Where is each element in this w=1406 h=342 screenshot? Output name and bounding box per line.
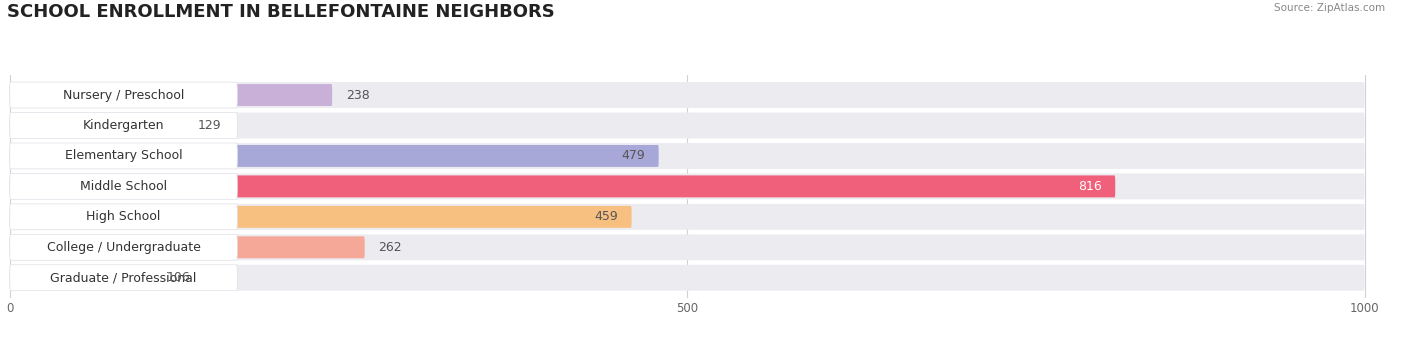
Text: Graduate / Professional: Graduate / Professional [51, 271, 197, 284]
Text: High School: High School [86, 210, 160, 223]
Text: 238: 238 [346, 89, 370, 102]
FancyBboxPatch shape [10, 204, 1365, 230]
FancyBboxPatch shape [10, 265, 238, 291]
FancyBboxPatch shape [10, 113, 1365, 139]
Text: Elementary School: Elementary School [65, 149, 183, 162]
FancyBboxPatch shape [10, 113, 238, 139]
Text: 129: 129 [198, 119, 222, 132]
Text: Middle School: Middle School [80, 180, 167, 193]
FancyBboxPatch shape [10, 143, 238, 169]
FancyBboxPatch shape [10, 234, 1365, 260]
FancyBboxPatch shape [10, 82, 1365, 108]
Text: 459: 459 [595, 210, 619, 223]
Text: Kindergarten: Kindergarten [83, 119, 165, 132]
FancyBboxPatch shape [10, 143, 1365, 169]
FancyBboxPatch shape [10, 82, 238, 108]
FancyBboxPatch shape [10, 115, 184, 136]
Text: 106: 106 [167, 271, 191, 284]
FancyBboxPatch shape [10, 236, 364, 258]
FancyBboxPatch shape [10, 267, 153, 289]
FancyBboxPatch shape [10, 265, 1365, 291]
Text: College / Undergraduate: College / Undergraduate [46, 241, 201, 254]
Text: Source: ZipAtlas.com: Source: ZipAtlas.com [1274, 3, 1385, 13]
FancyBboxPatch shape [10, 84, 332, 106]
FancyBboxPatch shape [10, 175, 1115, 197]
Text: 262: 262 [378, 241, 402, 254]
FancyBboxPatch shape [10, 173, 238, 199]
FancyBboxPatch shape [10, 145, 659, 167]
Text: 816: 816 [1078, 180, 1102, 193]
FancyBboxPatch shape [10, 173, 1365, 199]
Text: Nursery / Preschool: Nursery / Preschool [63, 89, 184, 102]
FancyBboxPatch shape [10, 234, 238, 260]
Text: SCHOOL ENROLLMENT IN BELLEFONTAINE NEIGHBORS: SCHOOL ENROLLMENT IN BELLEFONTAINE NEIGH… [7, 3, 555, 22]
FancyBboxPatch shape [10, 204, 238, 230]
FancyBboxPatch shape [10, 206, 631, 228]
Text: 479: 479 [621, 149, 645, 162]
